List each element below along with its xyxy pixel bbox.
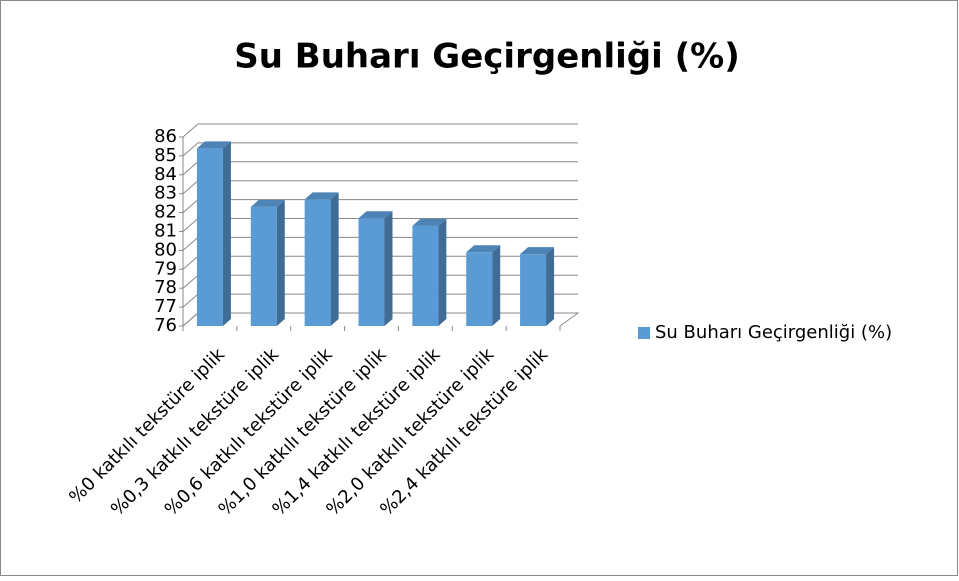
bar-top bbox=[412, 218, 447, 226]
bar bbox=[250, 199, 285, 326]
y-tick-label: 82 bbox=[154, 202, 177, 223]
chart-title: Su Buharı Geçirgenliği (%) bbox=[234, 37, 739, 77]
bar-front bbox=[196, 148, 223, 326]
grid-line bbox=[182, 123, 578, 138]
bar-top bbox=[304, 192, 339, 200]
y-tick-label: 81 bbox=[154, 221, 177, 242]
bar-top bbox=[520, 247, 555, 255]
bar-front bbox=[304, 199, 331, 326]
bar bbox=[358, 211, 393, 326]
bar-side bbox=[384, 211, 393, 326]
bar-side bbox=[492, 245, 501, 326]
y-tick-label: 79 bbox=[154, 258, 177, 279]
bar-top bbox=[466, 245, 501, 253]
grid-line bbox=[182, 142, 578, 157]
y-tick-label: 84 bbox=[154, 164, 177, 185]
bar bbox=[466, 245, 501, 326]
bar-side bbox=[330, 192, 339, 326]
y-tick-label: 76 bbox=[154, 315, 177, 336]
y-tick-label: 86 bbox=[154, 126, 177, 147]
bar bbox=[196, 141, 231, 326]
bar bbox=[520, 247, 555, 326]
bar-top bbox=[196, 141, 231, 149]
y-tick-label: 80 bbox=[154, 239, 177, 260]
bar-side bbox=[222, 141, 231, 326]
bar-side bbox=[438, 218, 447, 326]
bar-front bbox=[358, 218, 385, 326]
bar-side bbox=[546, 247, 555, 326]
bar bbox=[412, 218, 447, 326]
y-tick-label: 78 bbox=[154, 277, 177, 298]
y-tick-label: 83 bbox=[154, 183, 177, 204]
legend-label: Su Buharı Geçirgenliği (%) bbox=[655, 322, 892, 343]
legend-swatch bbox=[638, 327, 650, 339]
bar-front bbox=[520, 254, 547, 326]
bar-front bbox=[412, 225, 439, 326]
y-tick-label: 85 bbox=[154, 145, 177, 166]
bar-top bbox=[358, 211, 393, 219]
bar-front bbox=[466, 252, 493, 326]
bar bbox=[304, 192, 339, 326]
bar-front bbox=[250, 206, 277, 326]
y-tick-label: 77 bbox=[154, 296, 177, 317]
bar-side bbox=[276, 199, 285, 326]
bar-top bbox=[250, 199, 285, 207]
